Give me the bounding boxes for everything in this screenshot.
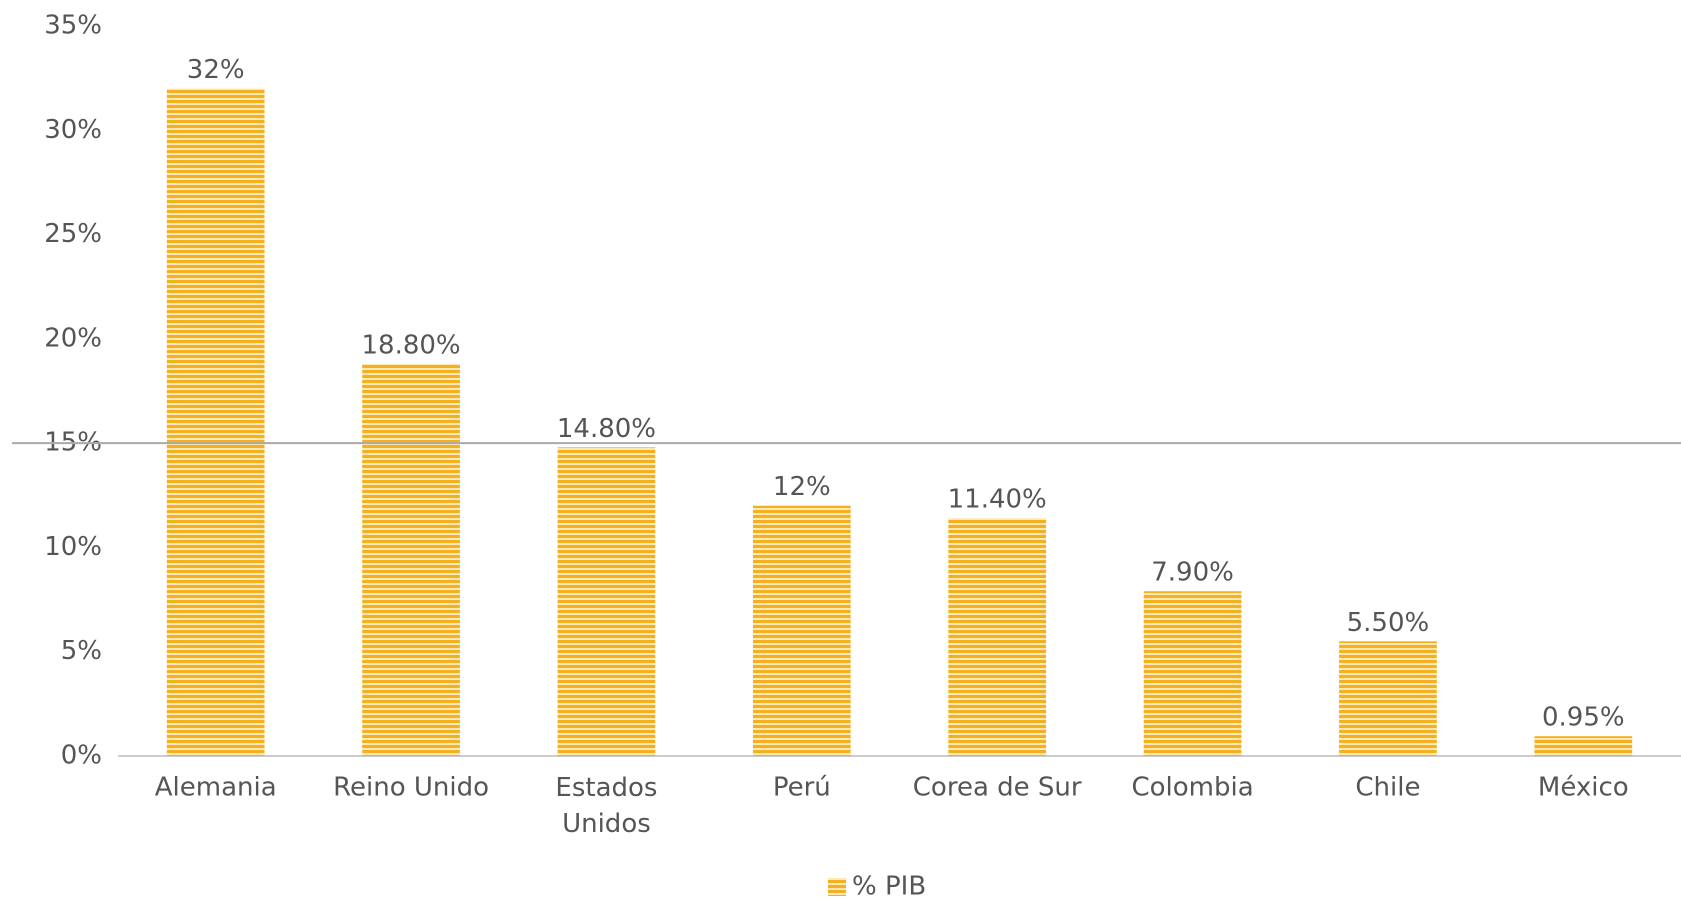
x-tick-label: México — [1538, 773, 1629, 803]
legend-swatch — [828, 878, 846, 896]
x-tick-label: Reino Unido — [333, 773, 489, 803]
bar — [166, 88, 265, 757]
y-tick-label: 30% — [44, 115, 102, 145]
y-tick-label: 0% — [61, 741, 102, 771]
data-label: 32% — [187, 55, 245, 85]
bar — [1339, 641, 1437, 756]
data-label: 0.95% — [1542, 703, 1625, 733]
y-tick-label: 25% — [44, 219, 102, 249]
data-label: 7.90% — [1151, 558, 1234, 588]
y-tick-label: 10% — [44, 532, 102, 562]
x-tick-label: Chile — [1355, 773, 1420, 803]
x-tick-label: Alemania — [155, 773, 277, 803]
bar — [752, 505, 851, 756]
data-label: 5.50% — [1347, 608, 1430, 638]
data-label: 14.80% — [557, 414, 656, 444]
data-label: 11.40% — [948, 485, 1047, 515]
bar — [557, 447, 656, 756]
bar — [948, 518, 1047, 756]
data-label: 12% — [773, 472, 831, 502]
y-tick-label: 5% — [61, 636, 102, 666]
bar — [1143, 591, 1242, 756]
bar — [1534, 736, 1633, 756]
y-tick-label: 20% — [44, 323, 102, 353]
x-tick-label: Perú — [773, 773, 831, 803]
y-tick-label: 35% — [44, 11, 102, 41]
legend-label: % PIB — [852, 872, 926, 902]
x-tick-label: Estados Unidos — [555, 773, 657, 839]
x-tick-label: Colombia — [1131, 773, 1253, 803]
bar — [362, 363, 460, 756]
data-label: 18.80% — [361, 330, 460, 360]
x-tick-label: Corea de Sur — [913, 773, 1082, 803]
